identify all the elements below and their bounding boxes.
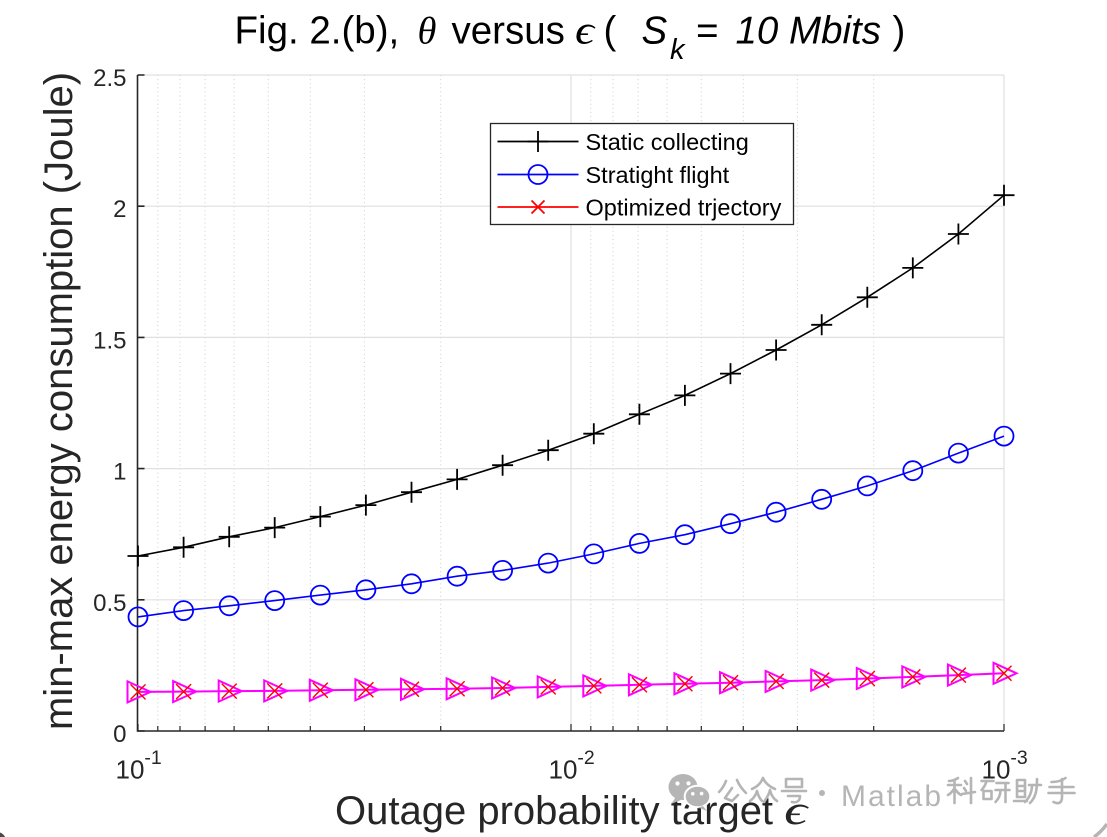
svg-text:0: 0 xyxy=(113,721,126,748)
svg-text:1: 1 xyxy=(113,459,126,486)
svg-text:2.5: 2.5 xyxy=(93,65,126,92)
svg-text:2: 2 xyxy=(113,196,126,223)
svg-text:Outage probability target ϵ: Outage probability target ϵ xyxy=(335,787,809,833)
svg-text:Matlab: Matlab xyxy=(841,780,943,813)
svg-text:0.5: 0.5 xyxy=(93,590,126,617)
svg-text:Optimized trjectory: Optimized trjectory xyxy=(586,195,782,221)
svg-text:1.5: 1.5 xyxy=(93,327,126,354)
svg-text:Stratight flight: Stratight flight xyxy=(586,162,730,188)
svg-text:min-max energy consumption (Jo: min-max energy consumption (Joule) xyxy=(37,72,81,730)
svg-text:Static collecting: Static collecting xyxy=(586,129,749,155)
